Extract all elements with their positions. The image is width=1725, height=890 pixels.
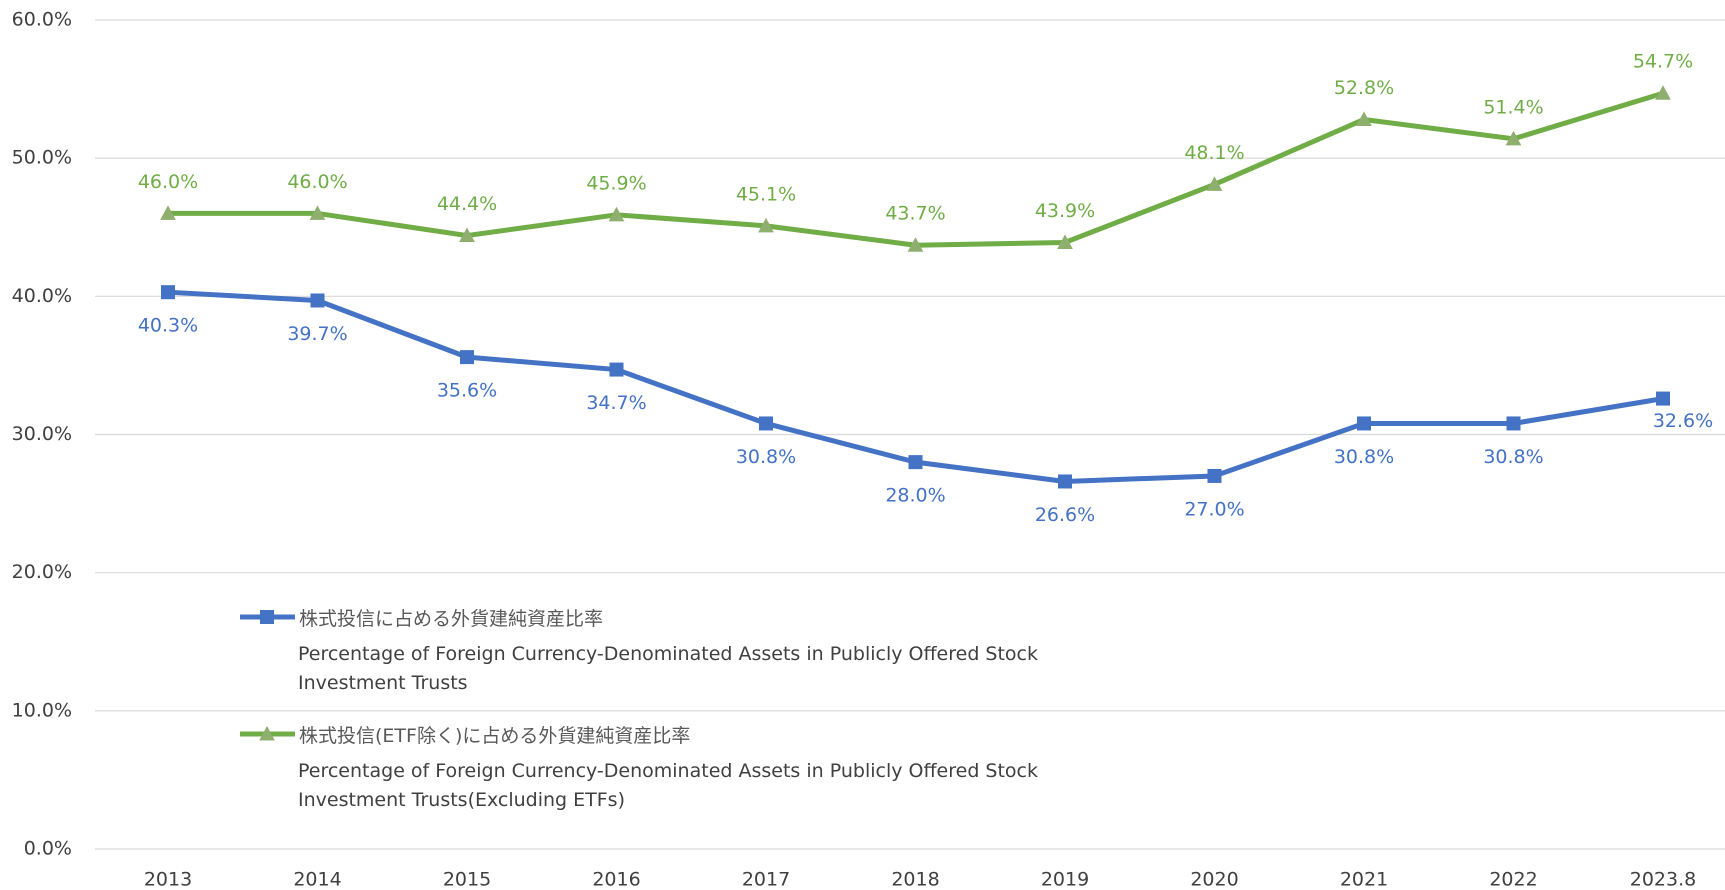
data-label: 30.8% — [736, 446, 796, 468]
y-tick-label: 20.0% — [12, 561, 72, 583]
y-tick-label: 40.0% — [12, 285, 72, 307]
data-point — [160, 205, 176, 220]
legend-label-en: Percentage of Foreign Currency-Denominat… — [298, 643, 1039, 694]
data-point — [758, 217, 774, 233]
data-label: 54.7% — [1633, 51, 1693, 73]
data-point — [459, 227, 475, 243]
data-point — [1656, 391, 1670, 406]
x-tick-label: 2016 — [592, 869, 640, 890]
legend-marker — [259, 725, 275, 741]
data-point — [908, 455, 923, 470]
data-point — [1206, 176, 1223, 191]
data-label: 48.1% — [1184, 142, 1244, 164]
data-label: 26.6% — [1035, 504, 1095, 526]
data-label: 34.7% — [586, 392, 646, 414]
x-tick-label: 2021 — [1340, 869, 1388, 890]
x-tick-label: 2014 — [293, 869, 341, 890]
data-point — [1506, 416, 1521, 431]
data-label: 28.0% — [885, 485, 945, 507]
y-tick-label: 0.0% — [24, 838, 72, 860]
y-tick-label: 30.0% — [12, 423, 72, 445]
data-point — [1505, 130, 1522, 146]
data-point — [609, 362, 624, 377]
data-point — [1057, 234, 1073, 249]
y-tick-label: 10.0% — [12, 699, 72, 721]
x-tick-label: 2018 — [891, 869, 939, 890]
data-point — [310, 293, 325, 308]
x-tick-label: 2017 — [742, 869, 790, 890]
data-label: 43.9% — [1035, 200, 1095, 222]
data-point — [759, 416, 773, 431]
data-point — [907, 237, 924, 252]
data-label: 32.6% — [1653, 410, 1713, 432]
series-line — [167, 289, 1664, 484]
data-label: 45.1% — [736, 183, 796, 205]
data-point — [161, 285, 175, 300]
data-point — [1207, 468, 1222, 483]
y-tick-label: 50.0% — [12, 147, 72, 169]
data-label: 45.9% — [586, 172, 646, 194]
data-point — [1058, 474, 1072, 489]
data-point — [1357, 416, 1371, 431]
legend-label: 株式投信に占める外貨建純資産比率 — [299, 608, 604, 630]
data-label: 46.0% — [287, 171, 347, 193]
data-label: 30.8% — [1483, 446, 1543, 468]
x-tick-label: 2019 — [1041, 869, 1089, 890]
legend-label: 株式投信(ETF除く)に占める外貨建純資産比率 — [299, 725, 691, 747]
data-label: 46.0% — [138, 171, 198, 193]
x-tick-label: 2023.8 — [1630, 869, 1696, 890]
data-point — [1655, 85, 1671, 100]
data-label: 35.6% — [437, 380, 497, 402]
x-tick-label: 2015 — [443, 869, 491, 890]
y-tick-label: 60.0% — [12, 9, 72, 31]
x-tick-label: 2013 — [144, 869, 192, 890]
data-label: 51.4% — [1483, 96, 1543, 118]
data-point — [309, 205, 326, 220]
data-point — [1356, 111, 1372, 126]
x-tick-label: 2020 — [1190, 869, 1238, 890]
data-label: 27.0% — [1184, 498, 1244, 520]
legend-marker — [260, 610, 274, 624]
data-label: 43.7% — [885, 203, 945, 225]
data-label: 39.7% — [287, 323, 347, 345]
data-label: 30.8% — [1334, 446, 1394, 468]
legend-label-en: Percentage of Foreign Currency-Denominat… — [298, 760, 1039, 811]
x-tick-label: 2022 — [1489, 869, 1537, 890]
data-label: 44.4% — [437, 193, 497, 215]
data-label: 40.3% — [138, 315, 198, 337]
data-label: 52.8% — [1334, 77, 1394, 99]
data-point — [460, 350, 474, 365]
data-point — [608, 206, 625, 222]
